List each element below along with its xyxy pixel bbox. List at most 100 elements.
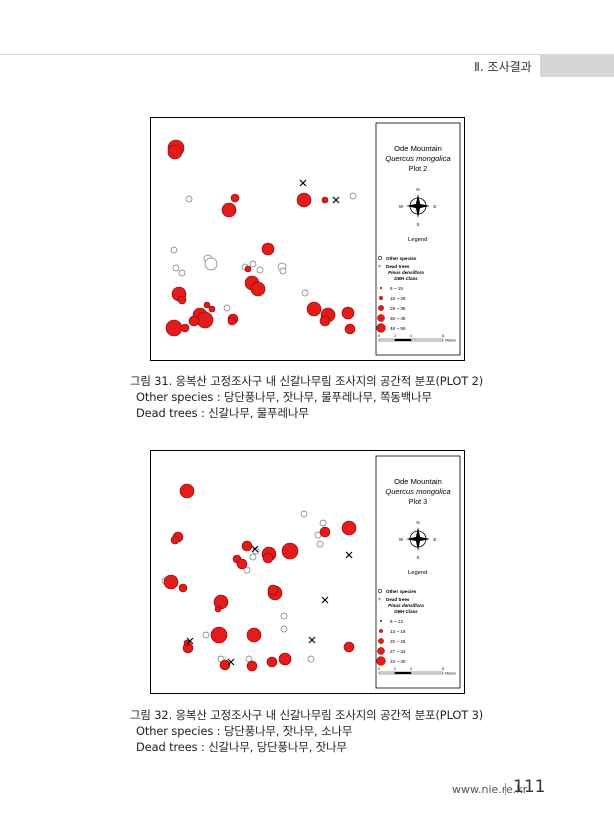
legend-class-symbol [378,638,384,644]
legend-class-symbol [379,619,383,623]
dead-tree-marker [227,658,235,666]
legend-other-label: Other species [386,589,417,594]
scale-bar-segment [378,338,396,342]
pinus-tree-marker [296,192,312,208]
pinus-tree-marker [241,540,253,552]
pinus-tree-marker [180,323,190,333]
footer-url: www.nie.re.kr [452,783,528,796]
other-species-marker [202,631,210,639]
legend-title: Legend [408,237,427,243]
other-species-marker [280,625,288,633]
legend-box [375,455,461,689]
scale-tick-label: 0 [378,334,380,338]
other-species-note: Other species : 당단풍나무, 잣나무, 물푸레나무, 쪽동백나무 [136,390,432,404]
other-species-marker [307,655,315,663]
page-top-margin [0,0,614,52]
pinus-tree-marker [341,520,357,536]
pinus-tree-marker [163,574,179,590]
other-species-marker [185,195,193,203]
pinus-tree-marker [170,535,180,545]
other-species-marker [249,260,257,268]
compass-north: N [416,520,419,525]
pinus-tree-marker [246,660,258,672]
other-species-note: Other species : 당단풍나무, 잣나무, 소나무 [136,724,353,738]
legend-class-symbol [376,656,386,666]
legend-class-label: 26 ~ 35 [390,306,406,311]
compass-east: E [433,537,436,542]
pinus-tree-marker [203,301,211,309]
scale-bar-segment [410,338,444,342]
other-species-marker [252,547,260,555]
legend-class-symbol [378,295,383,300]
other-species-marker [301,289,309,297]
legend-class-label: 20 ~ 26 [390,639,406,644]
map-plot-label: Plot 3 [409,497,427,506]
pinus-tree-marker [179,483,195,499]
compass-south: S [416,555,419,560]
other-species-marker [280,612,288,620]
pinus-tree-marker [281,542,299,560]
scale-tick-label: 0 [378,667,380,671]
scale-tick-label: 4 [410,334,412,338]
figure-caption: 그림 32. 응복산 고정조사구 내 신갈나무림 조사지의 공간적 분포(PLO… [130,708,484,722]
dead-trees-note: Dead trees : 신갈나무, 물푸레나무 [136,406,309,420]
dead-tree-marker [186,637,194,645]
other-species-marker [319,519,327,527]
other-species-marker [204,257,218,271]
legend-dead-label: Dead trees [386,264,410,269]
legend-class-subtitle: DBH Class [394,276,418,281]
pinus-tree-marker [341,306,355,320]
other-species-marker [316,540,324,548]
pinus-tree-marker [227,316,237,326]
legend-class-subtitle: DBH Class [394,609,418,614]
legend-class-label: 27 ~ 33 [390,649,406,654]
legend-other-label: Other species [386,256,417,261]
pinus-tree-marker [165,319,183,337]
dead-trees-note: Dead trees : 신갈나무, 당단풍나무, 잣나무 [136,740,347,754]
pinus-tree-marker [246,627,262,643]
scale-bar-segment [394,671,412,675]
compass-east: E [433,204,436,209]
map-title: Ode Mountain [394,144,442,153]
pinus-tree-marker [250,281,266,297]
legend-dead-symbol: × [378,264,381,270]
legend-class-label: 34 ~ 40 [390,659,406,664]
pinus-tree-marker [262,552,274,564]
legend-class-symbol [377,314,385,322]
other-species-marker [243,566,251,574]
map-species: Quercus mongolica [385,154,450,163]
scale-tick-label: 8 [442,667,444,671]
compass-needle-icon [406,194,430,218]
pinus-tree-marker [214,605,222,613]
legend-other-symbol [377,255,383,261]
other-species-marker [349,192,357,200]
legend-dead-label: Dead trees [386,597,410,602]
other-species-marker [279,267,287,275]
legend-class-label: 13 ~ 19 [390,629,406,634]
pinus-tree-marker [343,641,355,653]
legend-class-title: Pinus densiflora [388,603,424,608]
section-tab-bar [540,55,614,77]
pinus-tree-marker [236,558,248,570]
compass-west: W [399,537,404,542]
compass-north: N [416,187,419,192]
compass-needle-icon [406,527,430,551]
pinus-tree-marker [188,315,200,327]
compass-west: W [399,204,404,209]
pinus-tree-marker [230,193,240,203]
dead-tree-marker [251,545,259,553]
scale-tick-label: 2 [394,667,396,671]
pinus-tree-marker [319,315,331,327]
dead-tree-marker [308,636,316,644]
legend-class-label: 6 ~ 12 [390,619,403,624]
pinus-tree-marker [278,652,292,666]
other-species-marker [256,266,264,274]
legend-class-title: Pinus densiflora [388,270,424,275]
scale-tick-label: 2 [394,334,396,338]
pinus-tree-marker [178,583,188,593]
legend-class-symbol [377,647,385,655]
other-species-marker [223,304,231,312]
figure-plot3: Ode Mountain Quercus mongolica Plot 3 N W E S L… [150,450,465,694]
figure-plot2: Ode Mountain Quercus mongolica Plot 2 N W E S L… [150,117,465,361]
